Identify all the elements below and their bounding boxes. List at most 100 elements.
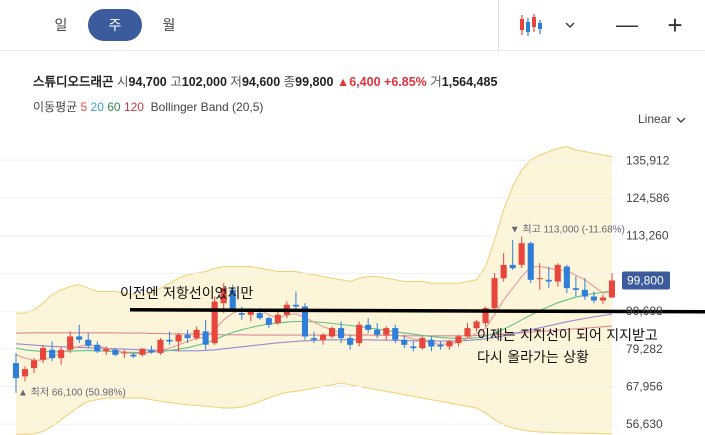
candle[interactable] bbox=[76, 324, 83, 344]
candle[interactable] bbox=[175, 333, 182, 352]
current-price-label: 99,800 bbox=[627, 274, 664, 288]
candle[interactable] bbox=[518, 236, 525, 269]
candle[interactable] bbox=[419, 336, 426, 350]
candle[interactable] bbox=[121, 349, 128, 359]
tab-weekly[interactable]: 주 bbox=[88, 9, 142, 41]
candle[interactable] bbox=[437, 341, 444, 350]
candle[interactable] bbox=[103, 346, 110, 355]
candle-body bbox=[347, 338, 354, 345]
candle[interactable] bbox=[554, 263, 561, 287]
candle[interactable] bbox=[22, 366, 29, 382]
candle[interactable] bbox=[356, 321, 363, 347]
tab-monthly[interactable]: 월 bbox=[162, 17, 176, 33]
ma-5[interactable]: 5 bbox=[80, 100, 88, 114]
candle[interactable] bbox=[374, 323, 381, 339]
candle[interactable] bbox=[292, 291, 299, 312]
candle[interactable] bbox=[274, 311, 281, 325]
candle[interactable] bbox=[112, 348, 119, 357]
candle[interactable] bbox=[12, 353, 19, 393]
candle[interactable] bbox=[148, 345, 155, 354]
candle-body bbox=[410, 346, 417, 349]
candle[interactable] bbox=[446, 339, 453, 350]
tab-daily[interactable]: 일 bbox=[54, 17, 68, 33]
close-value: 99,800 bbox=[295, 75, 334, 89]
candle[interactable] bbox=[229, 284, 236, 312]
scale-selector[interactable]: Linear bbox=[638, 112, 687, 126]
candle[interactable] bbox=[563, 264, 570, 294]
candle[interactable] bbox=[392, 324, 399, 344]
candle[interactable] bbox=[599, 294, 606, 304]
current-price-tag bbox=[622, 271, 670, 290]
high-marker: ▼ 최고 113,000 (-11.68%) bbox=[510, 224, 625, 236]
bollinger-label[interactable]: Bollinger Band (20,5) bbox=[150, 100, 264, 114]
candle-body bbox=[67, 336, 74, 350]
candle[interactable] bbox=[49, 341, 56, 362]
zoom-out-button[interactable]: — bbox=[616, 12, 638, 37]
candle[interactable] bbox=[320, 333, 327, 345]
candle[interactable] bbox=[202, 319, 209, 350]
candle[interactable] bbox=[220, 283, 227, 314]
candle-body bbox=[58, 349, 65, 359]
candle[interactable] bbox=[31, 358, 38, 374]
candle[interactable] bbox=[58, 346, 65, 365]
candle-body bbox=[211, 301, 218, 344]
candle-body bbox=[554, 264, 561, 282]
candle[interactable] bbox=[608, 273, 615, 298]
candle[interactable] bbox=[310, 331, 317, 344]
ma-20[interactable]: 20 bbox=[90, 100, 104, 114]
chart-type-dropdown[interactable] bbox=[560, 10, 580, 40]
candle[interactable] bbox=[572, 276, 579, 297]
candle[interactable] bbox=[581, 278, 588, 300]
candle-body bbox=[85, 339, 92, 346]
candle-body bbox=[428, 339, 435, 347]
candle[interactable] bbox=[464, 323, 471, 339]
y-tick-label: 124,586 bbox=[626, 191, 670, 205]
candle[interactable] bbox=[473, 319, 480, 332]
period-toolbar: 일 주 월 — + bbox=[0, 0, 705, 51]
candle[interactable] bbox=[545, 266, 552, 289]
candle[interactable] bbox=[211, 296, 218, 345]
candle[interactable] bbox=[67, 331, 74, 354]
candle[interactable] bbox=[383, 326, 390, 340]
candle-body bbox=[527, 243, 534, 280]
candle[interactable] bbox=[527, 241, 534, 284]
candle[interactable] bbox=[536, 263, 543, 290]
candle[interactable] bbox=[590, 291, 597, 304]
candle[interactable] bbox=[157, 338, 164, 355]
candle[interactable] bbox=[338, 321, 345, 344]
candle[interactable] bbox=[329, 326, 336, 339]
candle[interactable] bbox=[193, 326, 200, 340]
y-tick-label: 135,912 bbox=[626, 153, 670, 167]
ma-60[interactable]: 60 bbox=[107, 100, 121, 114]
candle[interactable] bbox=[166, 331, 173, 345]
candle[interactable] bbox=[410, 341, 417, 352]
candle-body bbox=[31, 360, 38, 369]
chevron-down-icon bbox=[676, 117, 686, 123]
candle[interactable] bbox=[500, 253, 507, 282]
candle[interactable] bbox=[184, 329, 191, 344]
candle[interactable] bbox=[301, 303, 308, 340]
candle[interactable] bbox=[428, 336, 435, 352]
candle[interactable] bbox=[365, 318, 372, 334]
candle[interactable] bbox=[265, 316, 272, 329]
candle-body bbox=[220, 288, 227, 304]
candle[interactable] bbox=[40, 344, 47, 364]
candle[interactable] bbox=[401, 334, 408, 349]
candle[interactable] bbox=[130, 353, 137, 359]
candle-body bbox=[193, 329, 200, 339]
candle[interactable] bbox=[509, 239, 516, 270]
candle[interactable] bbox=[347, 334, 354, 350]
candle[interactable] bbox=[491, 273, 498, 310]
candle[interactable] bbox=[455, 334, 462, 347]
candle[interactable] bbox=[85, 333, 92, 349]
ma-120[interactable]: 120 bbox=[123, 100, 144, 114]
chart-type-button[interactable] bbox=[512, 10, 548, 40]
candle-body bbox=[184, 334, 191, 339]
zoom-in-button[interactable]: + bbox=[667, 10, 683, 40]
candle[interactable] bbox=[94, 341, 101, 354]
bollinger-upper-line bbox=[16, 146, 613, 314]
candle[interactable] bbox=[139, 348, 146, 357]
candle-body bbox=[157, 339, 164, 354]
